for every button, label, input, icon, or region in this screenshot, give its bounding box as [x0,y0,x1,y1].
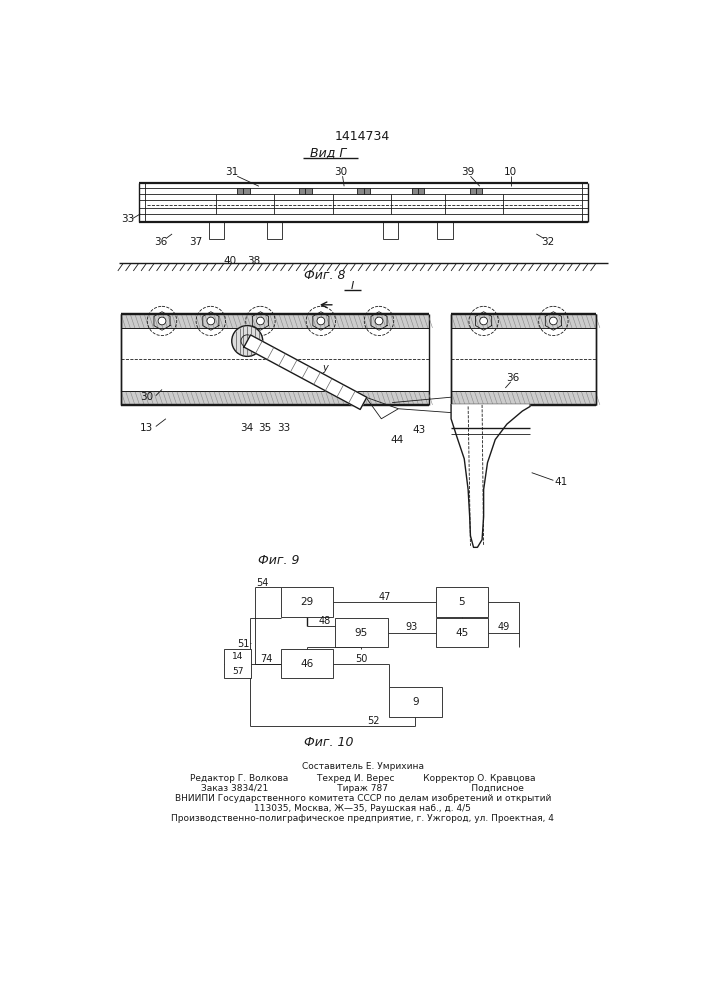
Text: 29: 29 [300,597,313,607]
Text: 35: 35 [259,423,271,433]
Text: 95: 95 [354,628,368,638]
Bar [281,649,333,678]
Text: 32: 32 [542,237,554,247]
Text: 46: 46 [300,659,313,669]
Text: 13: 13 [140,423,153,433]
Text: Вид Г: Вид Г [310,146,347,159]
Polygon shape [244,335,367,409]
Text: 40: 40 [223,256,237,266]
Text: 93: 93 [405,622,418,632]
Text: 36: 36 [506,373,520,383]
Circle shape [257,317,264,325]
Text: у: у [322,363,327,373]
Text: Фиг. 9: Фиг. 9 [257,554,299,567]
Circle shape [480,317,488,325]
Text: 113035, Москва, Ж—35, Раушская наб., д. 4/5: 113035, Москва, Ж—35, Раушская наб., д. … [255,804,471,813]
Circle shape [158,317,166,325]
Text: 43: 43 [413,425,426,435]
Polygon shape [451,405,530,547]
Text: Редактор Г. Волкова          Техред И. Верес          Корректор О. Кравцова: Редактор Г. Волкова Техред И. Верес Корр… [190,774,535,783]
Bar [237,188,250,194]
Bar [383,222,398,239]
Text: Составитель Е. Умрихина: Составитель Е. Умрихина [302,762,423,771]
Text: Фиг. 8: Фиг. 8 [304,269,346,282]
Text: 50: 50 [355,654,368,664]
Text: 34: 34 [240,423,254,433]
Bar [299,188,312,194]
Circle shape [317,317,325,325]
Bar [209,222,224,239]
Bar [267,222,282,239]
Bar [451,314,596,328]
Text: 30: 30 [140,392,153,402]
Text: 14: 14 [232,652,243,661]
Bar [121,391,429,405]
Text: 1414734: 1414734 [335,130,390,143]
Circle shape [549,317,557,325]
Bar [437,222,452,239]
Text: ВНИИПИ Государственного комитета СССР по делам изобретений и открытий: ВНИИПИ Государственного комитета СССР по… [175,794,551,803]
Text: 30: 30 [334,167,347,177]
Bar [357,188,370,194]
Bar [335,618,387,647]
Text: 45: 45 [455,628,469,638]
Text: I: I [350,281,354,291]
Bar [436,587,489,617]
Text: Заказ 3834/21                        Тираж 787                             Подпи: Заказ 3834/21 Тираж 787 Подпи [201,784,524,793]
Text: 48: 48 [319,615,331,626]
Bar [121,314,429,328]
Text: 41: 41 [554,477,568,487]
Text: 47: 47 [378,592,390,602]
Bar [451,391,596,405]
Text: 44: 44 [390,435,404,445]
Bar [281,587,333,617]
Text: 31: 31 [225,167,238,177]
Text: 74: 74 [260,654,273,664]
Text: 37: 37 [189,237,202,247]
Circle shape [375,317,383,325]
Text: 10: 10 [504,167,518,177]
Bar [469,188,482,194]
Text: 38: 38 [247,256,260,266]
Bar [411,188,424,194]
Text: 57: 57 [232,667,243,676]
Circle shape [232,326,263,356]
Text: 36: 36 [154,237,167,247]
Text: 51·: 51· [238,639,252,649]
Text: Производственно-полиграфическое предприятие, г. Ужгород, ул. Проектная, 4: Производственно-полиграфическое предприя… [171,814,554,823]
Text: 33: 33 [277,423,291,433]
Bar [389,687,442,717]
Circle shape [207,317,215,325]
Text: 5: 5 [459,597,465,607]
Bar [436,618,489,647]
Bar [224,649,251,678]
Text: 9: 9 [412,697,419,707]
Text: Фиг. 10: Фиг. 10 [304,736,354,749]
Text: 33: 33 [121,214,134,224]
Text: 52: 52 [368,716,380,726]
Text: 49: 49 [498,622,510,632]
Text: 54: 54 [257,578,269,588]
Text: 39: 39 [462,167,474,177]
